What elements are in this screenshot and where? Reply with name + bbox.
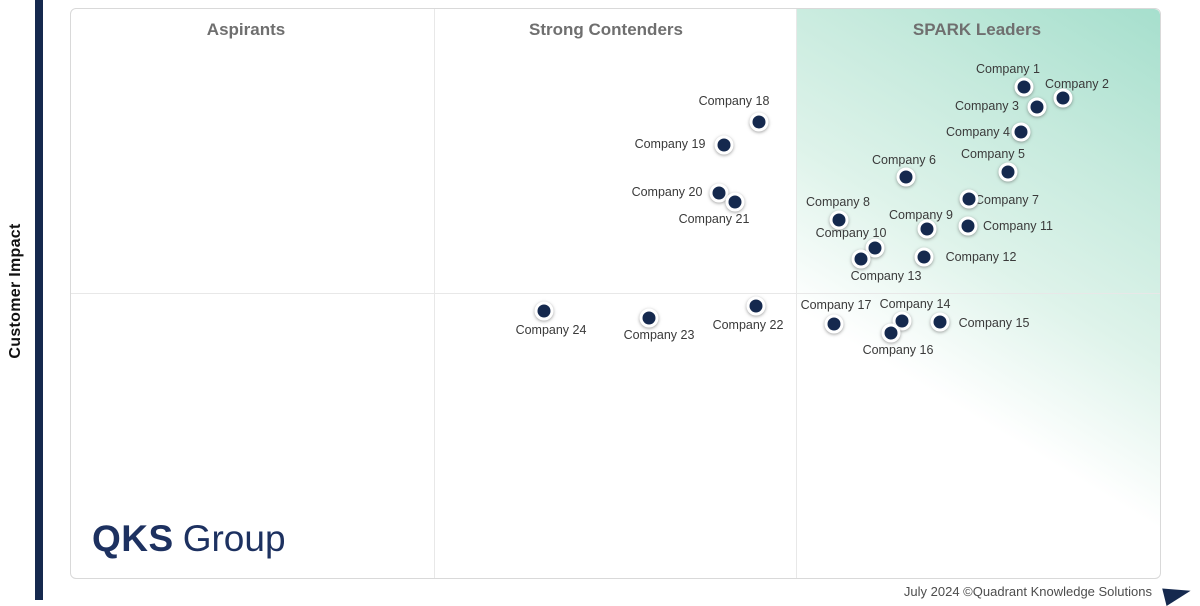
quadrant-header-aspirants: Aspirants (206, 20, 286, 39)
logo-text-primary: QKS (92, 518, 174, 559)
logo-text-secondary: Group (182, 518, 286, 559)
y-axis-label: Customer Impact (7, 223, 24, 359)
quadrant-chart: Aspirants Strong Contenders SPARK Leader… (70, 8, 1161, 579)
y-axis-bar (35, 0, 43, 600)
qks-group-logo: QKS Group (92, 518, 286, 560)
horizontal-gridline (71, 293, 1160, 294)
copyright-text: July 2024 ©Quadrant Knowledge Solutions (903, 584, 1152, 599)
quadrant-header-spark-leaders: SPARK Leaders (912, 20, 1042, 39)
x-axis-arrow-icon (1162, 582, 1193, 606)
quadrant-header-strong-contenders: Strong Contenders (529, 20, 683, 39)
